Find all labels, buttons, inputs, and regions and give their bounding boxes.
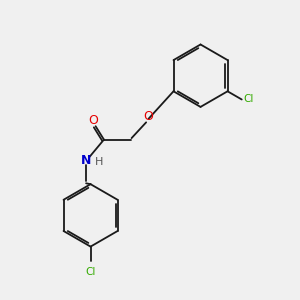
Text: H: H: [94, 157, 103, 167]
Text: O: O: [88, 114, 98, 127]
Text: N: N: [81, 154, 91, 167]
Text: O: O: [144, 110, 154, 123]
Text: Cl: Cl: [244, 94, 254, 104]
Text: Cl: Cl: [85, 266, 96, 277]
